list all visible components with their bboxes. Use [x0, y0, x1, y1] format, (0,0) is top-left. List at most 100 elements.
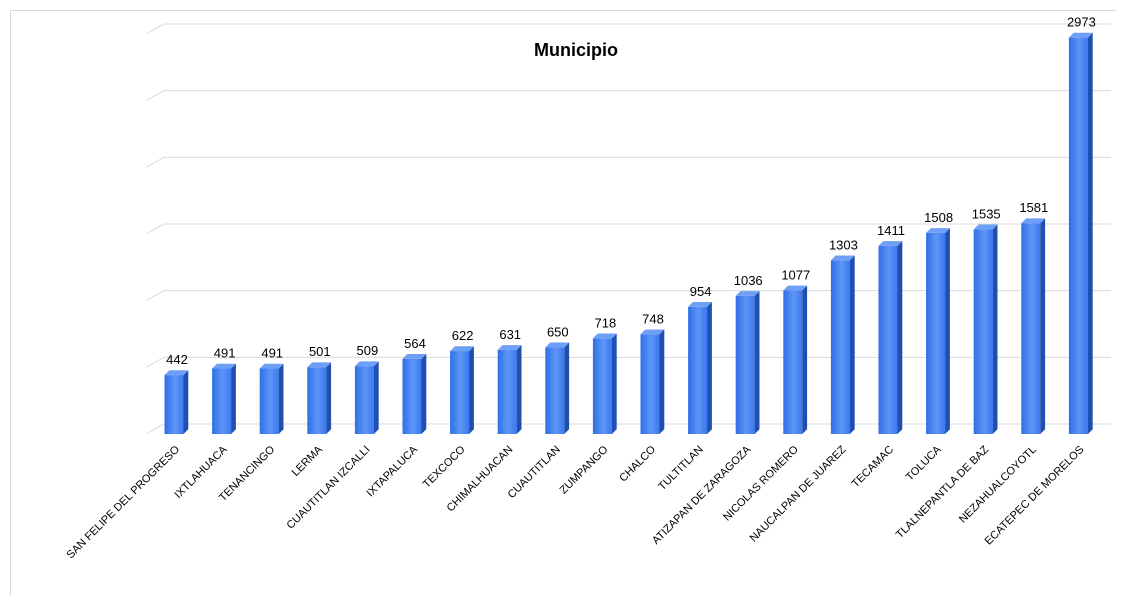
bar-top — [1021, 218, 1046, 224]
bar-side — [1087, 32, 1093, 435]
bar-side — [802, 285, 808, 434]
bar-front — [1021, 223, 1041, 434]
bar-front — [259, 368, 279, 434]
value-label: 1303 — [829, 237, 858, 252]
bar — [212, 363, 236, 434]
x-tick-label: TLALNEPANTLA DE BAZ — [894, 443, 992, 541]
bar-front — [212, 368, 232, 434]
bar-top — [592, 333, 617, 339]
value-label: 564 — [404, 336, 426, 351]
bar-top — [735, 291, 760, 296]
gridlines — [145, 23, 1111, 435]
value-label: 501 — [309, 344, 331, 359]
value-label: 1411 — [877, 223, 905, 238]
value-label: 1508 — [924, 210, 953, 225]
bar-side — [754, 291, 760, 434]
bar-front — [878, 245, 898, 434]
value-label: 491 — [261, 346, 283, 361]
value-label: 650 — [547, 324, 569, 339]
bar — [1021, 218, 1046, 434]
bar-top — [497, 345, 522, 350]
value-label: 631 — [499, 327, 521, 342]
x-tick-labels: SAN FELIPE DEL PROGRESOIXTLAHUACATENANCI… — [65, 443, 1087, 561]
bar-side — [849, 255, 855, 434]
bar-top — [878, 241, 903, 246]
bar-side — [183, 370, 189, 434]
bar-front — [735, 295, 755, 434]
gridline — [145, 23, 1111, 35]
x-tick-label: LERMA — [290, 443, 326, 479]
bar — [164, 370, 189, 434]
bar-side — [659, 329, 665, 434]
x-tick-label: ZUMPANGO — [558, 443, 611, 496]
value-labels: 442 491 491 501 509 564 622 631 650 718 748 954 1036… — [166, 15, 1096, 367]
bar — [402, 354, 427, 434]
bar-top — [783, 285, 808, 291]
bar — [354, 361, 379, 434]
bar-side — [945, 228, 950, 434]
bar-top — [545, 342, 570, 348]
bar — [1068, 32, 1093, 435]
bar-front — [354, 366, 374, 434]
bar-front — [450, 351, 470, 434]
bar-side — [421, 354, 427, 434]
bar-top — [1068, 32, 1093, 38]
bar-front — [783, 290, 803, 434]
bar-side — [326, 362, 332, 434]
gridline — [145, 156, 1111, 168]
chart-title: Municipio — [534, 40, 618, 60]
bar — [307, 362, 332, 434]
x-tick-label: CHALCO — [617, 443, 658, 484]
bar-side — [469, 346, 474, 434]
value-label: 2973 — [1067, 15, 1096, 30]
value-label: 1077 — [781, 267, 810, 282]
bar-front — [164, 375, 184, 434]
bar-top — [450, 346, 474, 352]
bar-side — [516, 345, 522, 434]
bar-side — [1040, 218, 1046, 434]
bar-front — [830, 260, 850, 434]
bar-front — [307, 367, 327, 434]
x-tick-label: NAUCALPAN DE JUAREZ — [748, 443, 849, 544]
value-label: 1535 — [972, 206, 1001, 221]
bar-side — [707, 302, 712, 434]
bar-top — [164, 370, 189, 376]
bar-top — [926, 228, 950, 233]
x-tick-label: ATIZAPAN DE ZARAGOZA — [650, 443, 754, 547]
value-label: 509 — [357, 343, 379, 358]
bar-side — [231, 363, 236, 434]
bar — [450, 346, 474, 434]
bar-top — [973, 224, 998, 230]
bar-side — [611, 333, 617, 434]
x-tick-label: IXTAPALUCA — [364, 443, 420, 499]
value-label: 954 — [690, 284, 712, 299]
bar-front — [402, 358, 422, 434]
bar — [497, 345, 522, 434]
x-tick-label: ECATEPEC DE MORELOS — [983, 444, 1087, 548]
bar-top — [307, 362, 332, 368]
x-tick-label: CUAUTITLAN IZCALLI — [285, 444, 373, 532]
bar — [830, 255, 855, 434]
bar-front — [688, 306, 708, 434]
bar-front — [973, 229, 993, 434]
bar-top — [688, 302, 712, 307]
bar-side — [564, 342, 570, 434]
bar-side — [897, 241, 903, 434]
bar — [259, 363, 284, 434]
chart-area: 442 491 491 501 509 564 622 631 650 718 748 954 1036… — [10, 10, 1116, 596]
bar — [735, 291, 760, 434]
value-label: 442 — [166, 352, 188, 367]
gridline — [145, 423, 1111, 435]
bar-front — [592, 338, 612, 434]
bar-top — [259, 363, 284, 369]
bar — [640, 329, 665, 434]
bar-top — [640, 329, 665, 335]
value-label: 1036 — [734, 273, 763, 288]
gridline — [145, 356, 1111, 368]
x-tick-label: TEXCOCO — [421, 443, 468, 490]
bar-front — [497, 349, 517, 434]
bar-front — [1068, 37, 1088, 434]
bar-side — [992, 224, 998, 434]
gridline — [145, 90, 1111, 102]
bar-top — [402, 354, 427, 359]
